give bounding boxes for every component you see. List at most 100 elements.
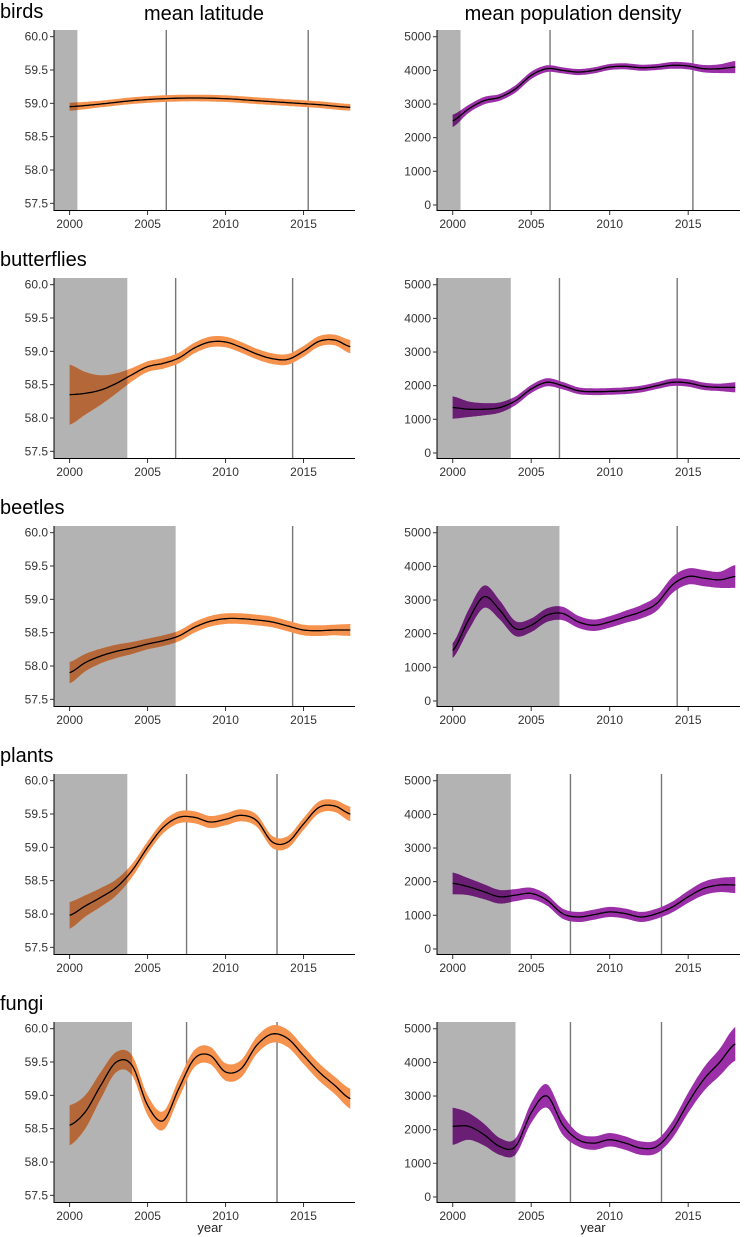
shaded-region-plants-latitude: [54, 774, 128, 954]
panel-plants-latitude: 57.5 58.0 58.5 59.0 59.5 60.0 2000 2005 2010 2015: [25, 774, 355, 975]
x-tick-label-butterflies-density-2: 2010: [596, 465, 623, 479]
ci-band-overlap-group-beetles-density: [452, 585, 560, 658]
y-tick-label-birds-density-0: 0: [424, 198, 431, 212]
y-tick-label-fungi-latitude-3: 59.0: [25, 1088, 49, 1102]
x-tick-label-beetles-density-2: 2010: [596, 713, 623, 727]
y-tick-label-birds-latitude-2: 58.5: [25, 130, 49, 144]
row-title-butterflies: butterflies: [0, 249, 87, 271]
panel-fungi-latitude: 57.5 58.0 58.5 59.0 59.5 60.0 2000 2005 2010 2015: [25, 1022, 355, 1223]
y-tick-label-plants-latitude-5: 60.0: [25, 774, 49, 788]
y-tick-label-fungi-latitude-2: 58.5: [25, 1122, 49, 1136]
panel-birds-latitude: 57.5 58.0 58.5 59.0 59.5 60.0 2000 2005 2010 2015: [25, 30, 355, 231]
y-tick-label-butterflies-density-2: 2000: [404, 379, 431, 393]
series-line-plants-density: [452, 882, 736, 918]
x-tick-label-birds-latitude-0: 2000: [56, 217, 83, 231]
x-tick-label-birds-density-3: 2015: [675, 217, 702, 231]
y-tick-label-fungi-latitude-0: 57.5: [25, 1188, 49, 1202]
x-tick-label-butterflies-density-1: 2005: [518, 465, 545, 479]
y-tick-label-fungi-density-5: 5000: [404, 1022, 431, 1036]
x-tick-label-beetles-latitude-0: 2000: [56, 713, 83, 727]
series-line-butterflies-latitude: [69, 338, 351, 396]
series-line-fungi-latitude: [69, 1033, 351, 1126]
y-tick-label-birds-density-5: 5000: [404, 30, 431, 44]
y-tick-label-plants-density-2: 2000: [404, 875, 431, 889]
y-tick-label-birds-latitude-4: 59.5: [25, 63, 49, 77]
y-tick-label-plants-latitude-0: 57.5: [25, 940, 49, 954]
x-tick-label-fungi-density-2: 2010: [596, 1209, 623, 1223]
y-tick-label-butterflies-density-3: 3000: [404, 345, 431, 359]
y-tick-label-fungi-latitude-5: 60.0: [25, 1022, 49, 1036]
ci-band-group-birds-density: [452, 61, 736, 127]
series-line-beetles-latitude: [69, 617, 351, 674]
ci-band-overlap-group-fungi-density: [452, 1107, 516, 1158]
y-tick-label-beetles-density-5: 5000: [404, 526, 431, 540]
x-tick-label-beetles-latitude-2: 2010: [212, 713, 239, 727]
y-tick-label-fungi-latitude-1: 58.0: [25, 1155, 49, 1169]
series-line-birds-latitude: [69, 97, 351, 108]
panel-plants-density: 0 1000 2000 3000 4000 5000 2000 2005 2010 2015: [404, 774, 740, 975]
x-tick-label-birds-density-1: 2005: [518, 217, 545, 231]
y-tick-label-fungi-latitude-4: 59.5: [25, 1055, 49, 1069]
x-tick-label-butterflies-latitude-0: 2000: [56, 465, 83, 479]
ci-band-group-birds-latitude: [69, 94, 351, 111]
y-tick-label-beetles-density-1: 1000: [404, 660, 431, 674]
x-axis-label-left: year: [197, 1220, 223, 1235]
x-tick-label-beetles-density-1: 2005: [518, 713, 545, 727]
y-tick-label-butterflies-latitude-0: 57.5: [25, 444, 49, 458]
x-tick-label-plants-latitude-2: 2010: [212, 961, 239, 975]
x-tick-label-fungi-latitude-2: 2010: [212, 1209, 239, 1223]
x-tick-label-fungi-density-1: 2005: [518, 1209, 545, 1223]
x-tick-label-plants-density-2: 2010: [596, 961, 623, 975]
y-tick-label-plants-latitude-2: 58.5: [25, 874, 49, 888]
ci-band-plants-density: [452, 872, 736, 922]
x-tick-label-birds-latitude-1: 2005: [134, 217, 161, 231]
y-tick-label-birds-latitude-0: 57.5: [25, 196, 49, 210]
ci-band-birds-latitude: [69, 94, 351, 111]
ci-band-overlap-group-fungi-latitude: [69, 1049, 132, 1146]
y-tick-label-birds-density-2: 2000: [404, 131, 431, 145]
y-tick-label-fungi-density-3: 3000: [404, 1089, 431, 1103]
x-tick-label-fungi-latitude-0: 2000: [56, 1209, 83, 1223]
ci-band-plants-latitude: [69, 799, 351, 929]
y-tick-label-beetles-latitude-1: 58.0: [25, 659, 49, 673]
y-tick-label-birds-density-3: 3000: [404, 97, 431, 111]
y-tick-label-butterflies-latitude-5: 60.0: [25, 278, 49, 292]
x-tick-label-fungi-latitude-3: 2015: [290, 1209, 317, 1223]
ci-band-group-plants-latitude: [69, 799, 351, 929]
series-line-fungi-density: [452, 1043, 736, 1151]
y-tick-label-birds-density-1: 1000: [404, 164, 431, 178]
shaded-region-butterflies-latitude: [54, 278, 128, 458]
y-tick-label-fungi-density-4: 4000: [404, 1055, 431, 1069]
x-tick-label-butterflies-latitude-1: 2005: [134, 465, 161, 479]
x-tick-label-fungi-latitude-1: 2005: [134, 1209, 161, 1223]
shaded-region-butterflies-density: [437, 278, 511, 458]
ci-band-butterflies-latitude: [69, 334, 351, 425]
panel-birds-density: 0 1000 2000 3000 4000 5000 2000 2005 2010 2015: [404, 30, 740, 231]
x-tick-label-plants-latitude-0: 2000: [56, 961, 83, 975]
x-tick-label-birds-latitude-3: 2015: [290, 217, 317, 231]
y-tick-label-plants-density-4: 4000: [404, 807, 431, 821]
y-tick-label-beetles-latitude-4: 59.5: [25, 559, 49, 573]
y-tick-label-plants-density-1: 1000: [404, 908, 431, 922]
x-tick-label-fungi-density-3: 2015: [675, 1209, 702, 1223]
y-tick-label-plants-density-0: 0: [424, 942, 431, 956]
y-tick-label-birds-latitude-1: 58.0: [25, 163, 49, 177]
series-line-birds-density: [452, 64, 736, 122]
shaded-region-fungi-density: [437, 1022, 516, 1202]
y-tick-label-fungi-density-0: 0: [424, 1190, 431, 1204]
ci-band-fungi-density: [452, 1027, 736, 1158]
ci-band-overlap-beetles-latitude: [69, 631, 176, 684]
y-tick-label-butterflies-density-5: 5000: [404, 278, 431, 292]
y-tick-label-beetles-latitude-5: 60.0: [25, 526, 49, 540]
row-title-beetles: beetles: [0, 497, 65, 519]
y-tick-label-plants-density-5: 5000: [404, 774, 431, 788]
ci-band-overlap-butterflies-latitude: [69, 364, 128, 425]
y-tick-label-fungi-density-2: 2000: [404, 1123, 431, 1137]
shaded-region-birds-latitude: [54, 30, 78, 210]
x-tick-label-birds-density-2: 2010: [596, 217, 623, 231]
y-tick-label-beetles-density-0: 0: [424, 694, 431, 708]
ci-band-overlap-fungi-density: [452, 1107, 516, 1158]
y-tick-label-beetles-latitude-2: 58.5: [25, 626, 49, 640]
ci-band-overlap-group-butterflies-latitude: [69, 364, 128, 425]
